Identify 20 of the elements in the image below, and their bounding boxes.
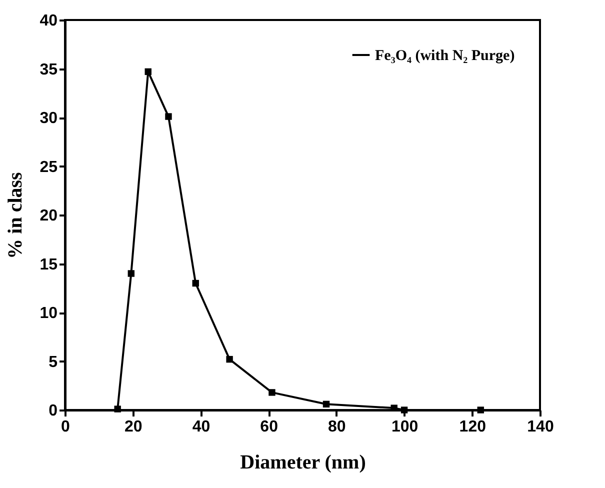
y-tick-label: 15 — [40, 256, 58, 274]
x-tick-label: 140 — [527, 418, 554, 436]
x-tick-label: 100 — [391, 418, 418, 436]
x-tick-label: 120 — [459, 418, 486, 436]
legend-label: Fe₃O₄ (with N₂ Purge) — [375, 48, 515, 64]
y-tick-label: 40 — [40, 12, 58, 30]
x-axis-title: Diameter (nm) — [240, 452, 366, 474]
x-tick-label: 60 — [260, 418, 278, 436]
x-tick-label: 20 — [124, 418, 142, 436]
x-tick-label: 40 — [192, 418, 210, 436]
y-tick-label: 5 — [48, 354, 58, 371]
y-tick-label: 10 — [40, 305, 58, 322]
y-tick-label: 20 — [40, 208, 58, 224]
y-tick-label: 30 — [40, 110, 58, 127]
y-tick-label: 0 — [48, 402, 58, 420]
x-tick-label: 0 — [61, 418, 70, 436]
y-axis-title: % in class — [4, 172, 27, 259]
y-tick-label: 25 — [40, 158, 58, 176]
x-tick-label: 80 — [328, 418, 346, 436]
y-tick-label: 35 — [40, 61, 58, 78]
